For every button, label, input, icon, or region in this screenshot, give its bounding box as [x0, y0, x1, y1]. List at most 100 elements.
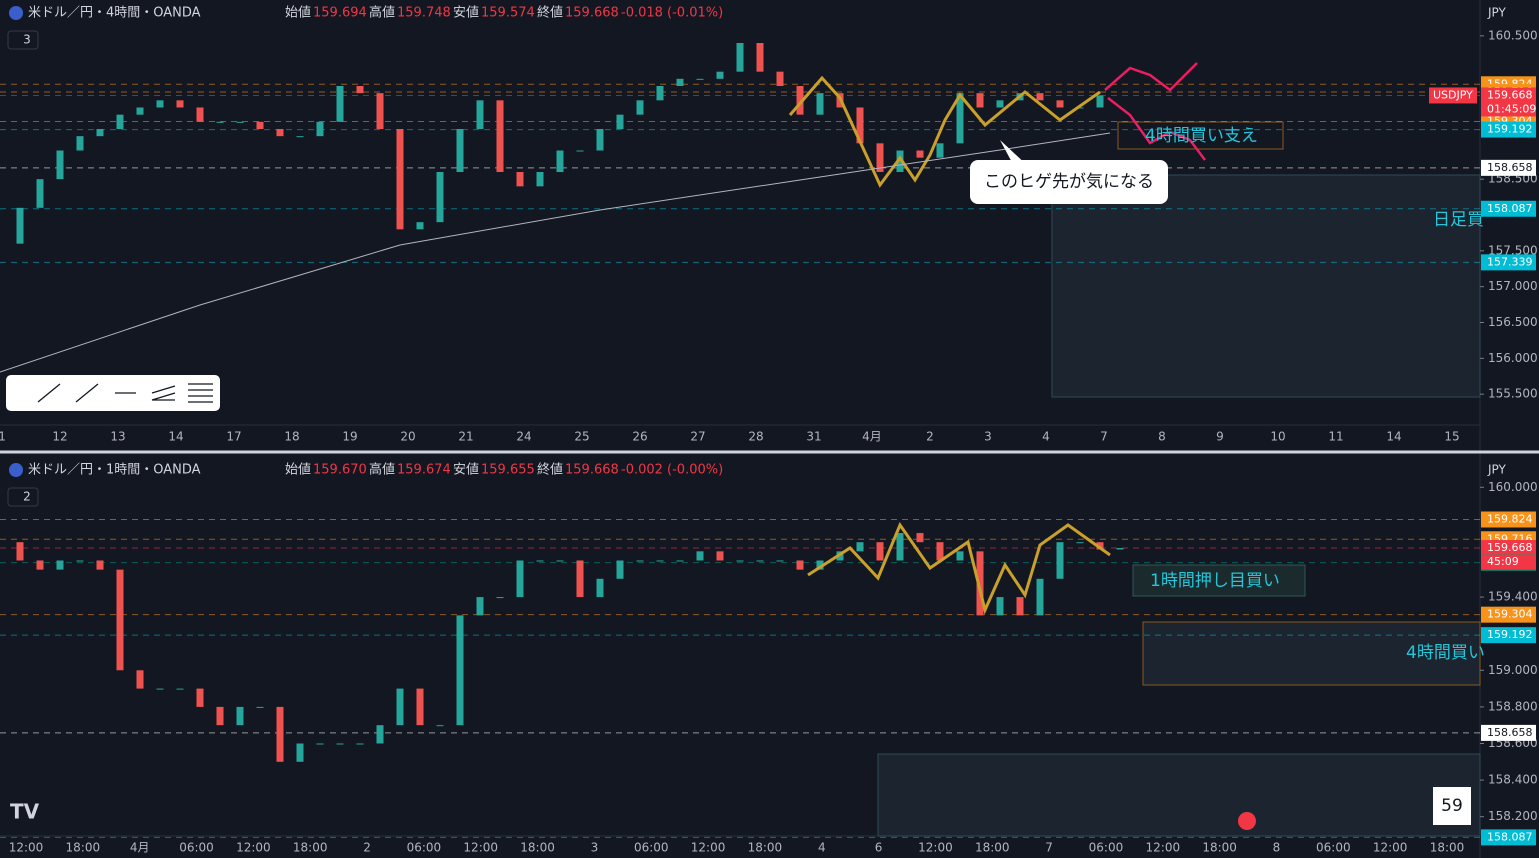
y-tick-label: 160.000 — [1488, 480, 1538, 494]
indicator-toggle[interactable] — [7, 30, 39, 50]
x-tick-label: 3 — [984, 430, 992, 444]
candle — [96, 560, 104, 570]
price-tag — [1481, 254, 1536, 271]
candle — [316, 121, 324, 137]
price-tag-label: 158.087 — [1487, 202, 1533, 215]
candle — [936, 143, 944, 158]
y-tick-label: 159.400 — [1488, 590, 1538, 604]
candle — [796, 560, 804, 570]
y-tick-label: 158.800 — [1488, 699, 1538, 713]
y-tick-label: 156.000 — [1488, 351, 1538, 365]
candle — [736, 43, 744, 72]
header-high: 159.748 — [397, 6, 451, 21]
x-tick-label: 3 — [591, 841, 599, 855]
x-tick-label: 12:00 — [1373, 841, 1408, 855]
price-tag-label: 159.304 — [1487, 608, 1533, 621]
callout-text: このヒゲ先が気になる — [984, 172, 1154, 192]
header-open-label: 始値 — [285, 462, 311, 478]
badge — [1433, 787, 1471, 825]
price-tag — [1481, 540, 1536, 557]
x-tick-label: 12:00 — [1146, 841, 1181, 855]
x-tick-label: 13 — [110, 430, 125, 444]
price-tag-label: 158.658 — [1487, 726, 1533, 739]
header-open-label: 始値 — [285, 5, 311, 21]
x-tick-label: 11 — [1328, 430, 1343, 444]
candle — [356, 86, 364, 94]
candle — [776, 71, 784, 86]
x-tick-label: 12:00 — [9, 841, 44, 855]
candle — [436, 725, 444, 727]
header-open: 159.670 — [313, 463, 367, 478]
candle — [956, 93, 964, 144]
candle — [316, 743, 324, 745]
candle — [756, 43, 764, 72]
candle — [1116, 548, 1124, 550]
price-tag-label: 159.668 — [1487, 88, 1533, 101]
x-tick-label: 17 — [226, 430, 241, 444]
tool-levels[interactable] — [188, 383, 213, 403]
event-icon[interactable] — [1238, 812, 1256, 830]
candle — [816, 560, 824, 570]
candle — [376, 93, 384, 129]
candle — [456, 615, 464, 726]
callout — [970, 160, 1168, 204]
x-tick-label: 12:00 — [691, 841, 726, 855]
x-tick-label: 8 — [1158, 430, 1166, 444]
candle — [976, 551, 984, 616]
header-symbol: 米ドル／円・1時間・OANDA — [28, 463, 201, 478]
candle — [456, 129, 464, 172]
price-tag — [1481, 724, 1536, 741]
candle — [956, 551, 964, 561]
x-tick-label: 15 — [1444, 430, 1459, 444]
annotation: 4時間買い — [1406, 643, 1485, 663]
x-tick-label: 18:00 — [975, 841, 1010, 855]
x-tick-label: 18:00 — [748, 841, 783, 855]
candle — [856, 107, 864, 144]
price-tag — [1481, 159, 1536, 176]
candle — [496, 100, 504, 172]
x-tick-label: 28 — [748, 430, 763, 444]
symbol-tag-bg — [1429, 87, 1477, 104]
candle — [336, 743, 344, 745]
price-tag-label: 158.087 — [1487, 830, 1533, 843]
x-tick-label: 06:00 — [634, 841, 669, 855]
price-tag-label: 157.339 — [1487, 255, 1533, 268]
price-tag — [1481, 829, 1536, 846]
currency: JPY — [1487, 6, 1507, 20]
x-tick-label: 10 — [1270, 430, 1285, 444]
candle — [556, 150, 564, 172]
zone — [1142, 621, 1481, 686]
price-tag-label: 159.192 — [1487, 123, 1533, 136]
symbol-tag: USDJPY — [1433, 88, 1473, 101]
candle — [736, 560, 744, 562]
tool-ray[interactable] — [75, 383, 99, 403]
zone — [877, 753, 1481, 837]
indicator-toggle[interactable] — [7, 487, 39, 507]
tool-trendline[interactable] — [37, 383, 61, 403]
candle — [416, 222, 424, 230]
candle — [156, 688, 164, 690]
candle — [576, 560, 584, 598]
candle — [776, 560, 784, 562]
x-tick-label: 4月 — [130, 841, 150, 855]
badge-text: 59 — [1441, 796, 1463, 816]
price-tag — [1481, 121, 1536, 138]
x-tick-label: 1 — [0, 430, 6, 444]
x-tick-label: 20 — [400, 430, 415, 444]
tool-fib[interactable] — [151, 385, 176, 401]
candle — [76, 560, 84, 562]
candle — [296, 743, 304, 762]
candle — [56, 560, 64, 570]
indicator-count: 3 — [23, 33, 31, 47]
x-tick-label: 7 — [1100, 430, 1108, 444]
candle — [516, 172, 524, 187]
price-tag — [1481, 627, 1536, 644]
x-tick-label: 31 — [806, 430, 821, 444]
x-tick-label: 2 — [363, 841, 371, 855]
candle — [116, 569, 124, 671]
candle — [1056, 100, 1064, 108]
price-tag — [1481, 511, 1536, 528]
candle — [356, 743, 364, 745]
countdown: 01:45:09 — [1487, 102, 1536, 115]
